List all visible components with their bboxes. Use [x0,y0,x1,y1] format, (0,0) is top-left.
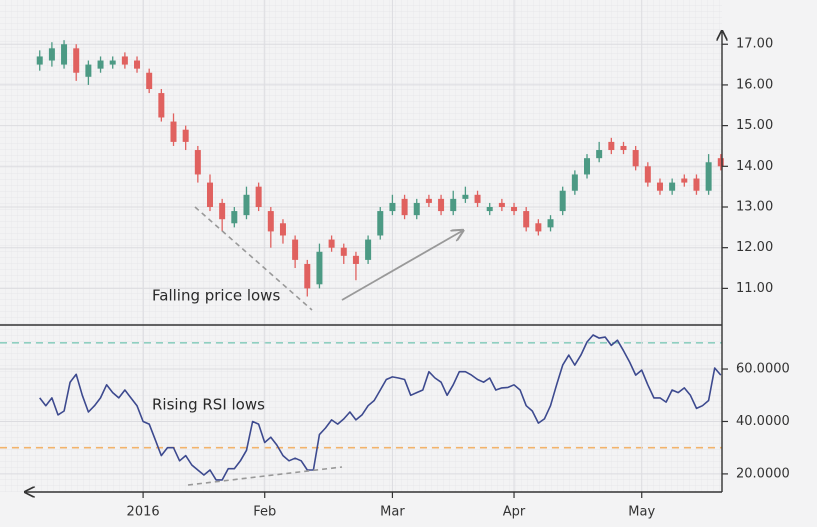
candle-body [438,198,445,212]
x-tick-label: Mar [380,505,405,520]
candle-body [389,202,396,212]
x-tick-label: May [628,505,655,520]
falling-lows-guide [194,206,313,311]
y-tick-label: 15.00 [736,118,773,133]
candle-body [608,141,615,151]
candle-body [328,239,335,248]
candle-body [656,182,663,191]
candle-body [511,207,518,212]
candle-body [340,247,347,256]
candle-body [48,48,55,61]
candle-body [158,93,165,118]
candle-body [474,194,481,203]
candle-body [644,166,651,183]
candle-body [73,48,80,73]
candle-body [267,211,274,232]
annotation: Rising RSI lows [152,396,265,414]
y-tick-label: 20.0000 [736,466,790,481]
candle-body [486,207,493,212]
grid-layer [0,0,722,492]
candle-body [97,60,104,69]
y-tick-label: 60.0000 [736,362,790,377]
candle-body [85,64,92,77]
y-tick-label: 14.00 [736,159,773,174]
candle-body [377,211,384,236]
candle-body [231,211,238,224]
candle-body [109,60,116,65]
candle-body [206,182,213,207]
x-tick-label: Apr [503,505,526,520]
candle-body [352,255,359,264]
candle-body [425,198,432,203]
candle-body [279,223,286,236]
candle-body [413,202,420,216]
candle-body [36,56,43,65]
candle-body [121,56,128,65]
candle-body [292,239,299,260]
candle-body [632,150,639,167]
candle-body [462,194,469,199]
y-tick-label: 16.00 [736,77,773,92]
candle-body [498,202,505,207]
minor-grid [0,0,722,492]
candle-body [61,44,68,65]
marks-layer [36,40,724,481]
candle-body [693,178,700,191]
candle-body [365,239,372,260]
y-tick-label: 12.00 [736,240,773,255]
candle-body [146,72,153,89]
candle-body [243,194,250,216]
candle-body [717,158,724,167]
y-tick-label: 17.00 [736,37,773,52]
candle-body [450,198,457,212]
candle-body [584,158,591,175]
candle-body [523,211,530,228]
rising-lows-guide [187,466,343,486]
candle-body [134,60,141,69]
rsi-line [39,334,722,481]
candle-body [620,145,627,151]
candle-body [571,174,578,191]
y-tick-label: 13.00 [736,200,773,215]
candle-body [669,182,676,191]
candle-body [596,150,603,159]
candle-body [401,198,408,216]
candle-body [170,121,177,142]
x-tick-label: 2016 [127,505,160,520]
candle-body [535,223,542,232]
x-tick-label: Feb [253,505,276,520]
candle-body [559,190,566,212]
y-tick-label: 11.00 [736,281,773,296]
annotation: Falling price lows [152,287,280,305]
candle-body [219,202,226,220]
candle-body [182,129,189,142]
candle-body [304,263,311,289]
candle-body [194,150,201,175]
candle-body [255,186,262,207]
y-tick-label: 40.0000 [736,414,790,429]
candle-body [705,162,712,191]
candle-body [547,219,554,228]
rise-arrow [341,231,462,301]
candle-body [316,251,323,285]
candle-body [681,178,688,183]
